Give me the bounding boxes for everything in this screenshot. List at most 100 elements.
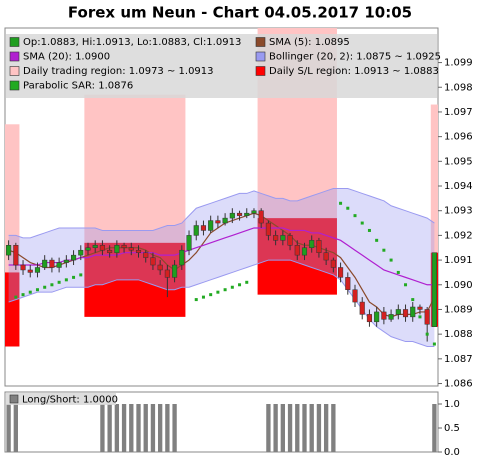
bar bbox=[136, 404, 141, 452]
y-tick-label: 1.091 bbox=[444, 255, 473, 266]
bollinger-upper bbox=[8, 187, 435, 239]
candle-body bbox=[164, 269, 170, 278]
candle-body bbox=[179, 249, 185, 266]
candle-body bbox=[309, 240, 315, 248]
sar-dot bbox=[418, 315, 422, 319]
candle-body bbox=[34, 267, 41, 273]
bar bbox=[6, 404, 11, 452]
bar bbox=[323, 404, 329, 452]
sar-dot bbox=[35, 288, 39, 292]
bollinger-fill bbox=[8, 188, 435, 347]
legend-box bbox=[6, 393, 116, 405]
legend-label: SMA (5): 1.0895 bbox=[269, 37, 350, 48]
chart-title: Forex um Neun - Chart 04.05.2017 10:05 bbox=[68, 4, 412, 22]
legend-label: Op:1.0883, Hi:1.0913, Lo:1.0883, Cl:1.09… bbox=[23, 37, 241, 48]
y-tick-label: 1.0 bbox=[444, 399, 460, 410]
candle-body bbox=[294, 245, 300, 256]
candle-body bbox=[85, 247, 91, 251]
legend-swatch bbox=[9, 394, 19, 404]
candle-body bbox=[417, 306, 423, 310]
sar-dot bbox=[432, 342, 436, 346]
y-tick-label: 1.099 bbox=[444, 58, 473, 69]
bar bbox=[143, 404, 148, 452]
y-tick-label: 0.5 bbox=[444, 423, 460, 434]
bar bbox=[316, 404, 322, 452]
candle-body bbox=[215, 220, 221, 224]
legend-swatch bbox=[9, 37, 20, 47]
sar-dot bbox=[28, 290, 32, 294]
candle-body bbox=[323, 252, 329, 261]
candle-body bbox=[222, 217, 228, 224]
legend-box bbox=[6, 34, 437, 98]
bar bbox=[280, 404, 286, 452]
sar-dot bbox=[194, 298, 198, 302]
candle-body bbox=[280, 235, 286, 241]
sar-dot bbox=[353, 214, 357, 218]
main-plot bbox=[5, 28, 438, 347]
candle-body bbox=[338, 267, 344, 278]
y-tick-label: 1.090 bbox=[444, 280, 473, 291]
legend-label: Parabolic SAR: 1.0876 bbox=[23, 81, 133, 92]
candle-body bbox=[70, 254, 77, 261]
candle-body bbox=[135, 249, 142, 253]
y-tick-label: 1.093 bbox=[444, 206, 473, 217]
bar bbox=[432, 404, 437, 452]
candle-body bbox=[424, 309, 430, 325]
sar-dot bbox=[216, 290, 220, 294]
candle-body bbox=[208, 220, 214, 231]
bar bbox=[100, 404, 105, 452]
sar-dot bbox=[209, 293, 213, 297]
region bbox=[84, 94, 186, 243]
candle-body bbox=[20, 264, 26, 271]
candle-body bbox=[200, 225, 207, 231]
sar-dot bbox=[425, 332, 429, 336]
candle-body bbox=[410, 306, 416, 318]
sar-dot bbox=[339, 201, 343, 205]
sar-dot bbox=[238, 283, 242, 287]
sar-dot bbox=[79, 273, 83, 277]
candle-body bbox=[265, 222, 271, 236]
region bbox=[430, 104, 438, 253]
sar-dot bbox=[389, 258, 393, 262]
candle-body bbox=[172, 264, 178, 278]
candle-body bbox=[107, 249, 113, 253]
bar bbox=[157, 404, 163, 452]
candle-body bbox=[229, 212, 235, 219]
sar-dot bbox=[367, 228, 371, 232]
y-tick-label: 1.087 bbox=[444, 354, 473, 365]
bar bbox=[165, 404, 170, 452]
region bbox=[5, 272, 20, 347]
sar-dot bbox=[57, 280, 61, 284]
candle-body bbox=[244, 212, 250, 216]
sar-dot bbox=[72, 275, 76, 279]
candle-body bbox=[150, 257, 156, 266]
overlay: 1.086 1.087 1.088 1.089 1.090 1.091 1.092 1.093… bbox=[6, 34, 473, 457]
candle-body bbox=[258, 210, 264, 224]
candle-body bbox=[316, 240, 322, 253]
legend-label: Bollinger (20, 2): 1.0875 ~ 1.0925 bbox=[269, 52, 441, 63]
bar bbox=[107, 404, 112, 452]
legend-swatch bbox=[255, 51, 266, 62]
sar-dot bbox=[21, 293, 25, 297]
sar-dot bbox=[375, 238, 379, 242]
candle-body bbox=[330, 259, 336, 268]
candle-body bbox=[301, 247, 308, 256]
candle-body bbox=[236, 212, 243, 216]
candle-body bbox=[63, 259, 69, 263]
candle-body bbox=[128, 247, 134, 251]
candle-body bbox=[42, 259, 48, 268]
bar bbox=[172, 404, 177, 452]
bar bbox=[150, 404, 156, 452]
bar bbox=[295, 404, 300, 452]
y-tick-label: 1.094 bbox=[444, 181, 473, 192]
candle-body bbox=[359, 301, 365, 315]
candle-body bbox=[395, 309, 401, 315]
bar bbox=[273, 404, 278, 452]
candle-body bbox=[251, 210, 257, 214]
y-tick-label: 1.092 bbox=[444, 230, 473, 241]
legend-swatch bbox=[255, 66, 266, 76]
candle-body bbox=[13, 245, 19, 266]
sar-dot bbox=[201, 295, 205, 299]
y-tick-label: 1.095 bbox=[444, 156, 473, 167]
